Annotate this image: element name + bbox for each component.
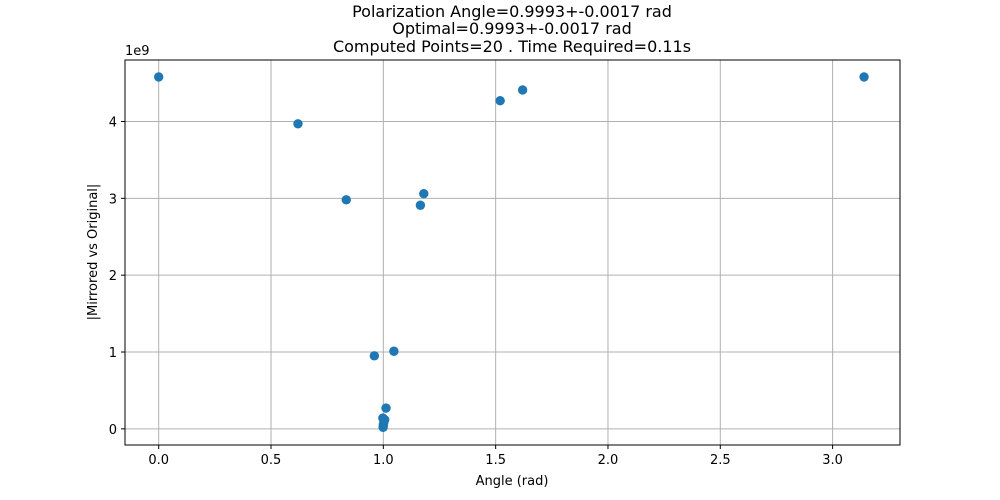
x-tick-label: 1.0 <box>373 453 394 468</box>
data-point <box>389 346 399 356</box>
x-axis: 0.0 0.5 1.0 1.5 2.0 2.5 3.0 <box>148 445 843 468</box>
chart-title: Polarization Angle=0.9993+-0.0017 rad Op… <box>333 2 691 56</box>
data-point <box>419 189 429 199</box>
data-point <box>415 200 426 210</box>
data-point <box>517 85 528 95</box>
title-line-2: Optimal=0.9993+-0.0017 rad <box>392 19 631 38</box>
y-axis: 0 1 2 3 4 <box>109 115 125 438</box>
x-tick-label: 1.5 <box>485 453 506 468</box>
title-line-3: Computed Points=20 . Time Required=0.11s <box>333 37 691 56</box>
data-point <box>341 195 351 205</box>
data-point <box>153 72 164 82</box>
data-points <box>153 72 869 433</box>
data-point <box>381 403 391 413</box>
plot-frame <box>124 59 901 446</box>
grid <box>125 60 900 445</box>
data-point <box>369 351 380 361</box>
y-offset-label: 1e9 <box>125 44 150 59</box>
y-tick-label: 4 <box>109 115 117 130</box>
data-point <box>293 119 303 129</box>
y-axis-label: |Mirrored vs Original| <box>86 184 101 321</box>
x-tick-label: 2.0 <box>598 453 619 468</box>
y-tick-label: 3 <box>109 192 117 207</box>
y-tick-label: 2 <box>109 269 117 284</box>
y-tick-label: 0 <box>109 423 117 438</box>
x-tick-label: 0.5 <box>261 453 282 468</box>
x-tick-label: 2.5 <box>710 453 731 468</box>
title-line-1: Polarization Angle=0.9993+-0.0017 rad <box>352 2 672 21</box>
y-tick-label: 1 <box>109 346 117 361</box>
x-tick-label: 3.0 <box>822 453 843 468</box>
data-point <box>859 72 869 82</box>
x-axis-label: Angle (rad) <box>476 474 549 489</box>
x-tick-label: 0.0 <box>148 453 169 468</box>
data-point <box>379 414 390 425</box>
data-point <box>495 96 505 106</box>
